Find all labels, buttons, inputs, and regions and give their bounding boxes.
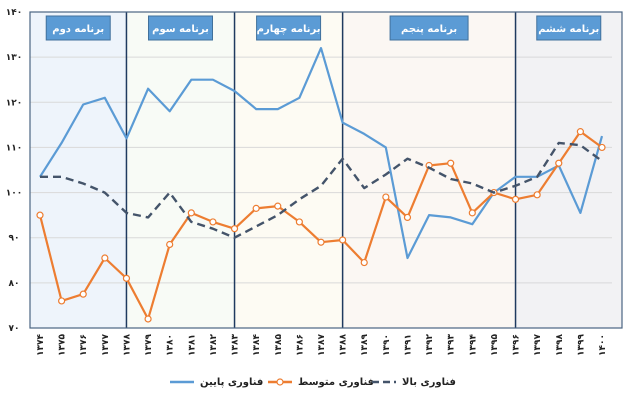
section-background: [515, 12, 622, 328]
x-tick-label: ۱۳۷۵: [58, 334, 68, 356]
x-tick-label: ۱۳۹۰: [382, 334, 392, 356]
data-point-marker: [598, 143, 606, 152]
series-line-2: [40, 141, 603, 239]
y-tick-label: ۱۲۰: [6, 98, 22, 108]
data-point-marker: [79, 290, 87, 298]
y-tick-label: ۸۰: [9, 279, 20, 289]
data-point-marker: [252, 204, 260, 212]
section-label-box: [148, 15, 213, 41]
x-tick-label: ۱۳۸۸: [339, 334, 349, 356]
section-background: [342, 12, 516, 328]
section-label: برنامه پنجم: [401, 24, 457, 35]
x-tick-label: ۱۳۸۶: [295, 334, 305, 356]
x-tick-label: ۱۳۸۳: [231, 334, 241, 356]
legend: فناوری پایین فناوری متوسط فناوری بالا: [0, 372, 624, 392]
dashed-line-icon: [372, 380, 396, 384]
legend-item-high: فناوری بالا: [372, 372, 456, 392]
legend-item-low: فناوری پایین: [170, 372, 263, 392]
x-tick-label: ۱۳۹۲: [425, 334, 435, 356]
program-sections: [30, 12, 622, 328]
data-point-marker: [36, 211, 44, 219]
data-point-marker: [360, 258, 368, 267]
x-tick-label: ۱۳۷۸: [122, 334, 132, 356]
x-tick-label: ۱۳۷۷: [101, 334, 111, 356]
data-point-marker: [144, 315, 152, 323]
y-tick-label: ۱۳۰: [6, 53, 22, 63]
data-point-marker: [555, 159, 563, 167]
data-point-marker: [468, 209, 476, 217]
y-tick-label: ۷۰: [9, 324, 20, 334]
data-point-marker: [295, 218, 303, 226]
x-tick-label: ۱۳۸۵: [274, 334, 284, 356]
data-point-marker: [209, 218, 217, 226]
section-labels: برنامه دوم برنامه سوم برنامه چهارم برنامه پ…: [45, 15, 602, 41]
data-point-marker: [403, 213, 412, 221]
data-point-marker: [511, 195, 520, 203]
section-background: [126, 12, 235, 328]
section-label-box: [536, 15, 602, 41]
y-tick-label: ۱۱۰: [6, 143, 22, 153]
x-tick-label: ۱۳۸۷: [317, 334, 327, 356]
data-point-marker: [533, 191, 541, 199]
legend-item-mid: فناوری متوسط: [268, 372, 374, 392]
section-background: [30, 12, 127, 328]
data-point-marker: [58, 297, 66, 305]
x-tick-label: ۱۳۹۹: [576, 334, 586, 356]
plot-frame: [29, 11, 623, 329]
section-label: برنامه دوم: [52, 24, 104, 35]
line-circle-marker-icon: [268, 378, 292, 386]
x-tick-label: ۱۳۹۶: [512, 334, 522, 356]
section-label: برنامه ششم: [538, 24, 599, 35]
data-point-marker: [187, 209, 195, 217]
x-tick-label: ۱۳۸۲: [209, 334, 219, 356]
series-line-0: [39, 46, 604, 260]
data-point-marker: [576, 128, 584, 136]
x-tick-label: ۱۳۹۵: [490, 334, 500, 356]
y-tick-label: ۱۰۰: [6, 189, 22, 199]
x-tick-label: ۱۳۹۳: [447, 334, 457, 356]
solid-line-icon: [170, 380, 194, 384]
section-label: برنامه چهارم: [257, 24, 321, 35]
x-tick-label: ۱۳۸۴: [252, 334, 262, 356]
section-label: برنامه سوم: [152, 24, 209, 35]
x-tick-label: ۱۳۹۴: [468, 334, 478, 356]
x-tick-label: ۱۳۹۸: [555, 334, 565, 356]
data-point-marker: [447, 159, 455, 167]
x-tick-label: ۱۳۷۴: [36, 334, 46, 356]
y-tick-label: ۱۴۰: [6, 8, 22, 18]
y-axis: ۷۰ ۸۰ ۹۰ ۱۰۰ ۱۱۰ ۱۲۰ ۱۳۰ ۱۴۰: [6, 8, 22, 334]
legend-label: فناوری متوسط: [298, 376, 375, 388]
data-point-marker: [101, 254, 109, 262]
x-tick-label: ۱۳۹۱: [403, 334, 413, 356]
x-tick-label: ۱۳۷۶: [79, 334, 89, 356]
x-tick-label: ۱۳۸۱: [187, 334, 197, 356]
data-point-marker: [317, 238, 325, 246]
x-axis: ۱۳۷۴ ۱۳۷۵ ۱۳۷۶ ۱۳۷۷ ۱۳۷۸ ۱۳۷۹ ۱۳۸۰ ۱۳۸۱ ۱۳۸۲ ۱۳۸۳…: [36, 334, 608, 356]
x-tick-label: ۱۳۷۹: [144, 334, 154, 356]
section-label-box: [389, 15, 469, 41]
x-tick-label: ۱۳۹۷: [533, 334, 543, 356]
data-point-marker: [382, 193, 390, 201]
data-series: [36, 46, 606, 323]
legend-label: فناوری پایین: [200, 376, 264, 388]
data-point-marker: [230, 225, 239, 233]
y-tick-label: ۹۰: [9, 234, 20, 244]
section-label-box: [45, 15, 111, 41]
data-point-marker: [274, 202, 282, 210]
x-tick-label: ۱۳۸۹: [360, 334, 370, 356]
data-point-marker: [339, 236, 347, 244]
data-point-marker: [166, 240, 174, 249]
x-tick-label: ۱۳۸۰: [166, 334, 176, 356]
legend-label: فناوری بالا: [402, 376, 456, 388]
section-label-box: [256, 15, 322, 41]
x-tick-label: ۱۴۰۰: [598, 334, 608, 356]
data-point-marker: [122, 274, 131, 282]
section-background: [234, 12, 343, 328]
